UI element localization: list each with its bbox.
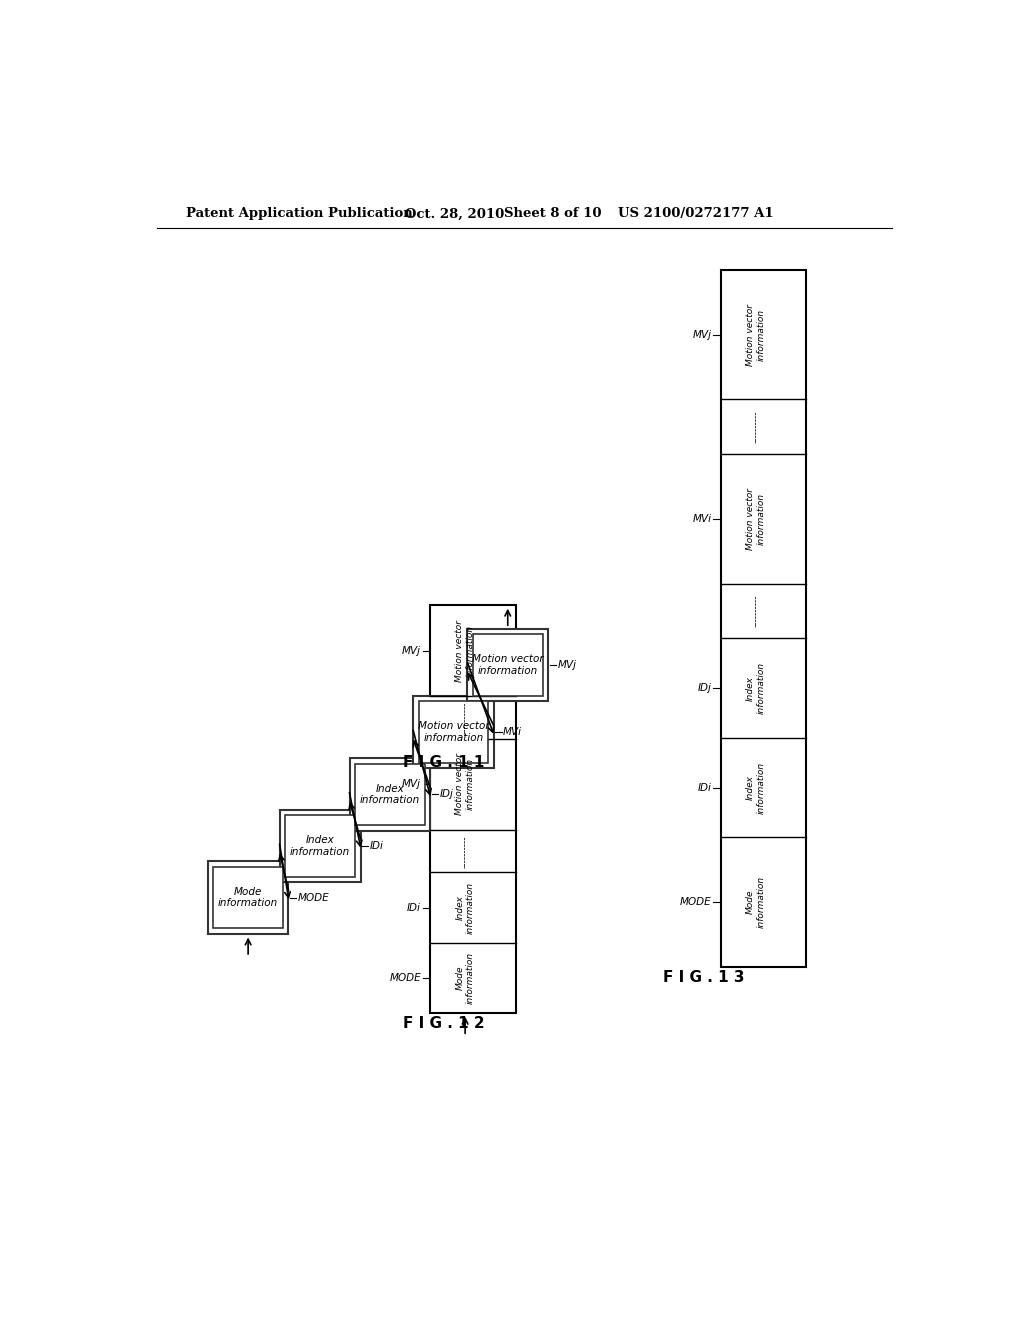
Text: Index
information: Index information — [746, 762, 766, 813]
Bar — [280, 810, 360, 882]
Bar — [355, 763, 425, 825]
Text: MVj: MVj — [402, 645, 421, 656]
Text: Motion vector
information: Motion vector information — [456, 754, 475, 816]
Text: MVj: MVj — [692, 330, 712, 339]
Bar — [286, 816, 355, 876]
Text: IDi: IDi — [370, 841, 384, 851]
Text: Index
information: Index information — [290, 836, 350, 857]
Text: MODE: MODE — [680, 898, 712, 907]
Text: IDj: IDj — [439, 789, 454, 800]
Bar — [467, 628, 548, 701]
Text: Patent Application Publication: Patent Application Publication — [186, 207, 413, 220]
Bar — [213, 867, 283, 928]
Text: US 2100/0272177 A1: US 2100/0272177 A1 — [617, 207, 773, 220]
Text: Motion vector
information: Motion vector information — [746, 488, 766, 550]
Text: Motion vector
information: Motion vector information — [418, 721, 489, 743]
Text: IDj: IDj — [697, 684, 712, 693]
Bar — [473, 635, 543, 696]
Text: MVi: MVi — [692, 513, 712, 524]
Text: IDi: IDi — [408, 903, 421, 912]
Text: Mode
information: Mode information — [456, 952, 475, 1005]
Text: Mode
information: Mode information — [746, 876, 766, 928]
Text: ----------: ---------- — [461, 836, 470, 867]
Text: MVj: MVj — [402, 779, 421, 789]
Text: MODE: MODE — [298, 892, 330, 903]
Bar — [349, 758, 430, 830]
Text: ----------: ---------- — [461, 701, 470, 734]
Text: F I G . 1 3: F I G . 1 3 — [663, 970, 744, 985]
Text: MVi: MVi — [503, 727, 522, 737]
Text: ----------: ---------- — [752, 595, 760, 627]
Bar — [414, 696, 494, 768]
Text: MODE: MODE — [389, 973, 421, 983]
Text: F I G . 1 1: F I G . 1 1 — [403, 755, 484, 770]
Text: Oct. 28, 2010: Oct. 28, 2010 — [406, 207, 505, 220]
Text: Index
information: Index information — [456, 882, 475, 933]
Bar — [721, 271, 806, 968]
Text: Index
information: Index information — [359, 784, 420, 805]
Bar — [419, 701, 488, 763]
Bar — [208, 862, 289, 933]
Text: Motion vector
information: Motion vector information — [472, 655, 544, 676]
Text: Sheet 8 of 10: Sheet 8 of 10 — [504, 207, 601, 220]
Text: MVj: MVj — [557, 660, 577, 671]
Text: Mode
information: Mode information — [218, 887, 279, 908]
Bar — [430, 605, 515, 1014]
Text: IDi: IDi — [697, 783, 712, 793]
Text: Motion vector
information: Motion vector information — [746, 304, 766, 366]
Text: Motion vector
information: Motion vector information — [456, 619, 475, 681]
Text: Index
information: Index information — [746, 663, 766, 714]
Text: ----------: ---------- — [752, 411, 760, 444]
Text: F I G . 1 2: F I G . 1 2 — [403, 1016, 484, 1031]
